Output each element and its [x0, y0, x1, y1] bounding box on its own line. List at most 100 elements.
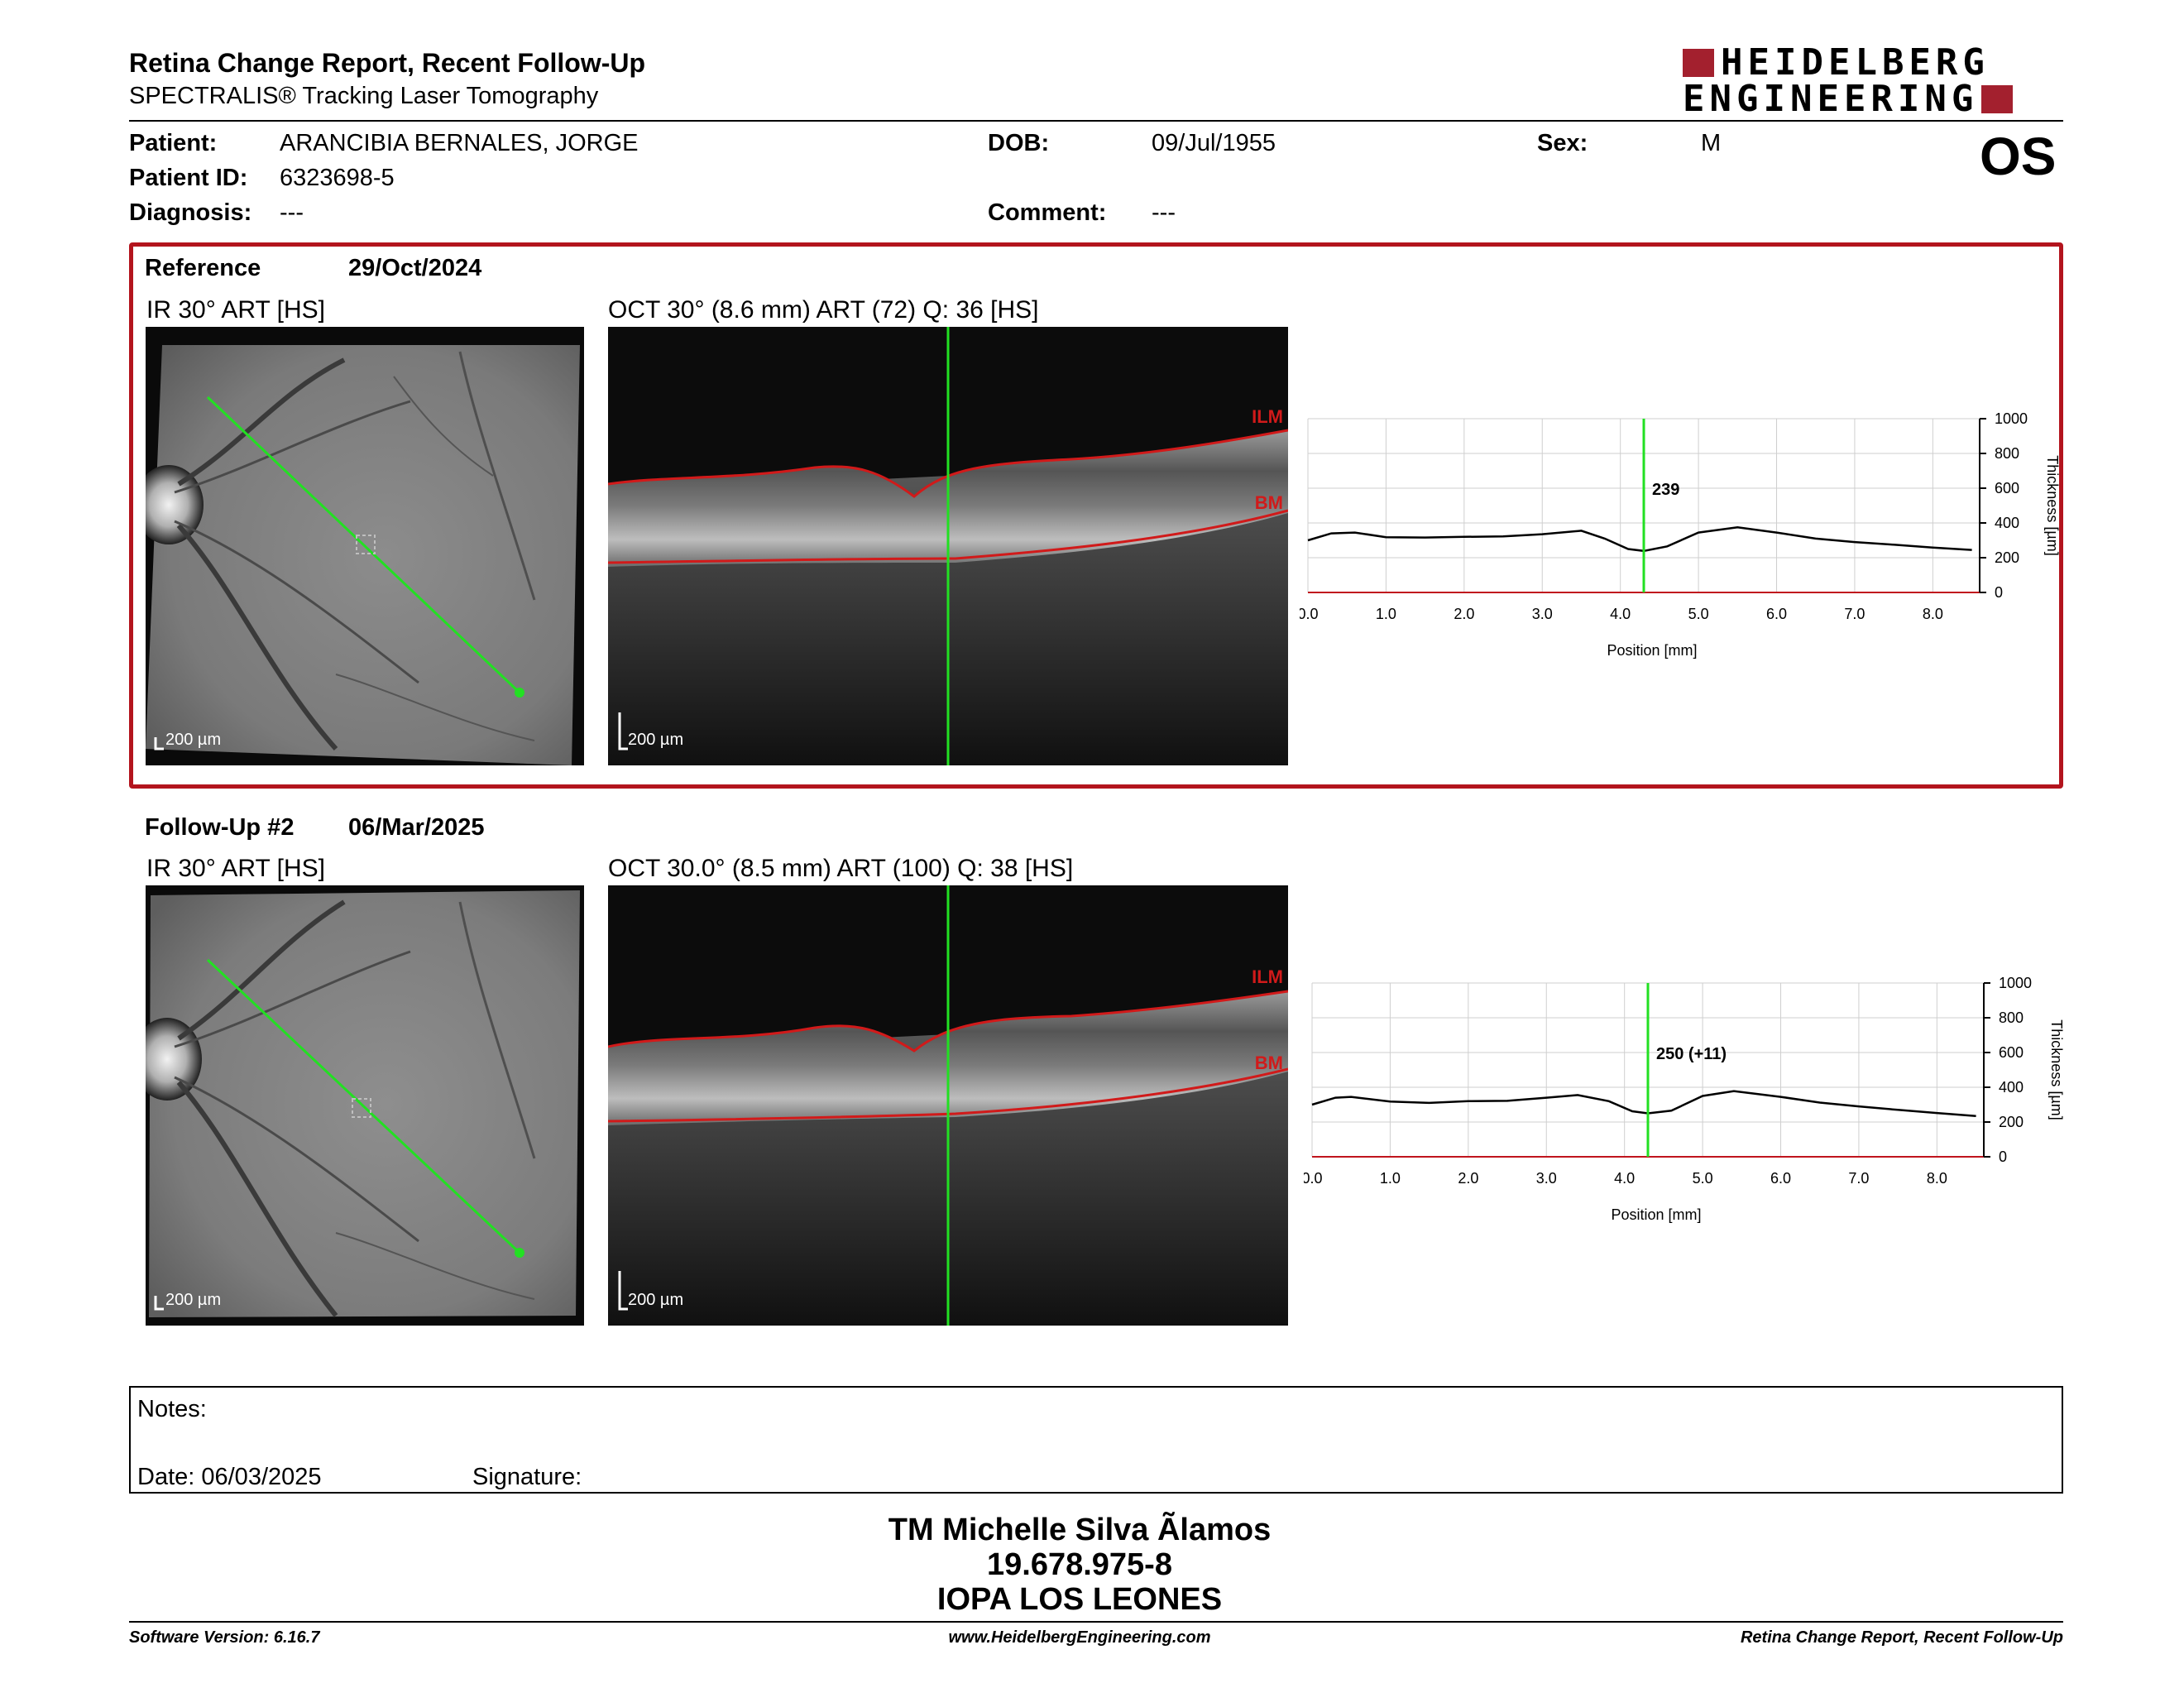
logo-square-icon [1683, 49, 1714, 77]
thickness-chart-reference: 0.0 1.0 2.0 3.0 4.0 5.0 6.0 7.0 8.0 0 200 400 600 800… [1297, 404, 2061, 677]
header-divider [129, 120, 2063, 122]
x-axis-label: Position [mm] [1607, 642, 1697, 659]
signature-label: Signature: [472, 1464, 582, 1490]
y-axis-label: Thickness [µm] [2048, 1019, 2065, 1120]
x-tick-label: 2.0 [1454, 606, 1474, 622]
logo-line-1: HEIDELBERG [1683, 41, 1990, 84]
y-tick-label: 400 [1999, 1079, 2024, 1096]
oct-title: OCT 30° (8.6 mm) ART (72) Q: 36 [HS] [608, 296, 1039, 324]
y-tick-label: 400 [1995, 515, 2019, 531]
logo-text-2: ENGINEERING [1683, 78, 1979, 120]
y-tick-label: 600 [1999, 1044, 2024, 1061]
ilm-label: ILM [1252, 406, 1283, 427]
fundus-graphic [146, 890, 580, 1317]
thickness-chart-svg: 0.0 1.0 2.0 3.0 4.0 5.0 6.0 7.0 8.0 0 200 400 600 800… [1301, 975, 2065, 1223]
diagnosis-value: --- [280, 199, 304, 226]
bm-label: BM [1254, 492, 1283, 513]
ilm-label: ILM [1252, 966, 1283, 987]
y-tick-label: 200 [1999, 1114, 2024, 1130]
thickness-chart-followup: 0.0 1.0 2.0 3.0 4.0 5.0 6.0 7.0 8.0 0 200 400 600 800… [1301, 968, 2065, 1241]
y-tick-label: 200 [1995, 549, 2019, 566]
y-tick-label: 1000 [1995, 410, 2028, 427]
cursor-value-label: 250 (+11) [1656, 1045, 1727, 1063]
ir-fundus-image[interactable]: 200 µm [146, 327, 584, 765]
footer-website: www.HeidelbergEngineering.com [948, 1628, 1211, 1647]
notes-label: Notes: [137, 1396, 207, 1422]
x-tick-label: 7.0 [1848, 1170, 1869, 1187]
y-tick-label: 0 [1995, 584, 2003, 601]
x-tick-label: 0.0 [1300, 606, 1319, 622]
reference-date: 29/Oct/2024 [348, 255, 482, 281]
y-tick-label: 1000 [1999, 975, 2032, 991]
x-tick-label: 5.0 [1688, 606, 1709, 622]
oct-title: OCT 30.0° (8.5 mm) ART (100) Q: 38 [HS] [608, 855, 1074, 882]
x-tick-label: 8.0 [1923, 606, 1943, 622]
signatory-name: TM Michelle Silva Ãlamos [888, 1513, 1272, 1547]
report-subtitle: SPECTRALIS® Tracking Laser Tomography [129, 83, 599, 109]
x-tick-label: 0.0 [1304, 1170, 1323, 1187]
ir-scale-label: 200 µm [165, 731, 222, 749]
x-tick-label: 4.0 [1610, 606, 1631, 622]
y-tick-label: 800 [1999, 1009, 2024, 1026]
bm-label: BM [1254, 1053, 1283, 1073]
ir-title: IR 30° ART [HS] [146, 855, 325, 882]
notes-date: Date: 06/03/2025 [137, 1464, 322, 1490]
notes-box[interactable]: Notes: Date: 06/03/2025 Signature: [129, 1386, 2063, 1494]
logo-text-1: HEIDELBERG [1721, 41, 1990, 84]
comment-value: --- [1152, 199, 1176, 226]
footer-divider [129, 1621, 2063, 1623]
footer-report: Retina Change Report, Recent Follow-Up [1740, 1628, 2063, 1647]
x-tick-label: 3.0 [1532, 606, 1553, 622]
diagnosis-label: Diagnosis: [129, 199, 252, 226]
y-axis-label: Thickness [µm] [2044, 455, 2061, 555]
patient-label: Patient: [129, 130, 218, 156]
x-tick-label: 4.0 [1614, 1170, 1635, 1187]
x-tick-label: 8.0 [1927, 1170, 1947, 1187]
oct-bscan-image[interactable]: ILM BM 200 µm [608, 885, 1288, 1326]
oct-bscan-image[interactable]: ILM BM 200 µm [608, 327, 1288, 765]
scan-line [206, 396, 521, 694]
patient-name: ARANCIBIA BERNALES, JORGE [280, 130, 639, 156]
signatory-rut: 19.678.975-8 [987, 1547, 1172, 1582]
footer-software: Software Version: 6.16.7 [129, 1628, 320, 1647]
oct-graphic [608, 327, 1288, 765]
sex-value: M [1701, 130, 1722, 156]
x-tick-label: 1.0 [1376, 606, 1396, 622]
oct-scale-label: 200 µm [628, 1291, 684, 1309]
sex-label: Sex: [1537, 130, 1588, 156]
comment-label: Comment: [988, 199, 1107, 226]
signatory-clinic: IOPA LOS LEONES [936, 1582, 1223, 1617]
y-tick-label: 600 [1995, 480, 2019, 496]
dob-label: DOB: [988, 130, 1050, 156]
scan-line [206, 958, 521, 1254]
x-tick-label: 2.0 [1458, 1170, 1478, 1187]
ir-scale-label: 200 µm [165, 1291, 222, 1309]
patient-id-value: 6323698-5 [280, 165, 395, 191]
eye-indicator: OS [1980, 127, 2057, 186]
x-tick-label: 6.0 [1770, 1170, 1791, 1187]
oct-scale-label: 200 µm [628, 731, 684, 749]
dob-value: 09/Jul/1955 [1152, 130, 1276, 156]
ir-fundus-image[interactable]: 200 µm [146, 885, 584, 1326]
x-tick-label: 6.0 [1766, 606, 1787, 622]
logo-line-2: ENGINEERING [1683, 78, 2014, 120]
reference-label: Reference [145, 255, 261, 281]
report-title: Retina Change Report, Recent Follow-Up [129, 48, 646, 78]
patient-id-label: Patient ID: [129, 165, 248, 191]
followup-label: Follow-Up #2 [145, 814, 295, 841]
y-tick-label: 0 [1999, 1149, 2007, 1165]
x-tick-label: 7.0 [1844, 606, 1865, 622]
thickness-chart-svg: 0.0 1.0 2.0 3.0 4.0 5.0 6.0 7.0 8.0 0 200 400 600 800… [1297, 410, 2061, 659]
thickness-series-line [1307, 526, 1972, 553]
x-axis-label: Position [mm] [1611, 1206, 1701, 1223]
x-tick-label: 5.0 [1693, 1170, 1713, 1187]
followup-date: 06/Mar/2025 [348, 814, 485, 841]
x-tick-label: 3.0 [1536, 1170, 1557, 1187]
oct-graphic [608, 885, 1288, 1326]
fundus-graphic [146, 345, 580, 765]
followup-section: Follow-Up #2 06/Mar/2025 IR 30° ART [HS]… [129, 807, 2065, 1345]
cursor-value-label: 239 [1652, 481, 1679, 499]
thickness-series-line [1311, 1090, 1976, 1117]
reference-section: Reference 29/Oct/2024 IR 30° ART [HS] OC… [129, 242, 2063, 789]
y-tick-label: 800 [1995, 445, 2019, 462]
